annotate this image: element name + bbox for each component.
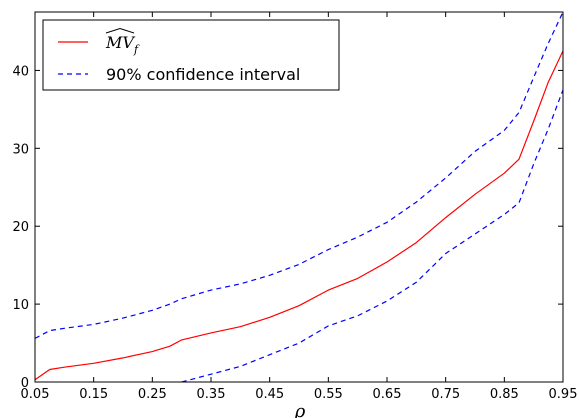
x-axis-label: ρ [294, 401, 306, 418]
x-tick-label: 0.85 [490, 387, 519, 402]
legend: MVf 90% confidence interval [42, 19, 340, 91]
legend-label-estimate-main: MV [105, 33, 135, 52]
y-tick-label: 0 [21, 376, 29, 391]
y-tick-label: 20 [12, 220, 29, 235]
x-tick-label: 0.55 [314, 387, 343, 402]
series-line-upper [35, 12, 563, 339]
y-tick-label: 30 [12, 142, 29, 157]
x-tick-label: 0.45 [255, 387, 284, 402]
legend-hat-mark [105, 27, 135, 34]
y-tick-label: 40 [12, 64, 29, 79]
legend-box [42, 19, 340, 91]
x-tick-label: 0.05 [21, 387, 50, 402]
plot-frame [34, 11, 564, 383]
x-tick-label: 0.65 [373, 387, 402, 402]
y-tick-label: 10 [12, 298, 29, 313]
x-tick-label: 0.25 [138, 387, 167, 402]
legend-label-interval: 90% confidence interval [106, 65, 300, 84]
x-tick-label: 0.95 [549, 387, 578, 402]
series-line-mv-f [35, 50, 563, 381]
legend-label-estimate-subscript: f [133, 43, 140, 56]
series-line-lower [181, 89, 563, 382]
legend-label-estimate: MVf [105, 33, 140, 56]
x-tick-label: 0.15 [79, 387, 108, 402]
x-tick-label: 0.35 [197, 387, 226, 402]
x-tick-label: 0.75 [431, 387, 460, 402]
